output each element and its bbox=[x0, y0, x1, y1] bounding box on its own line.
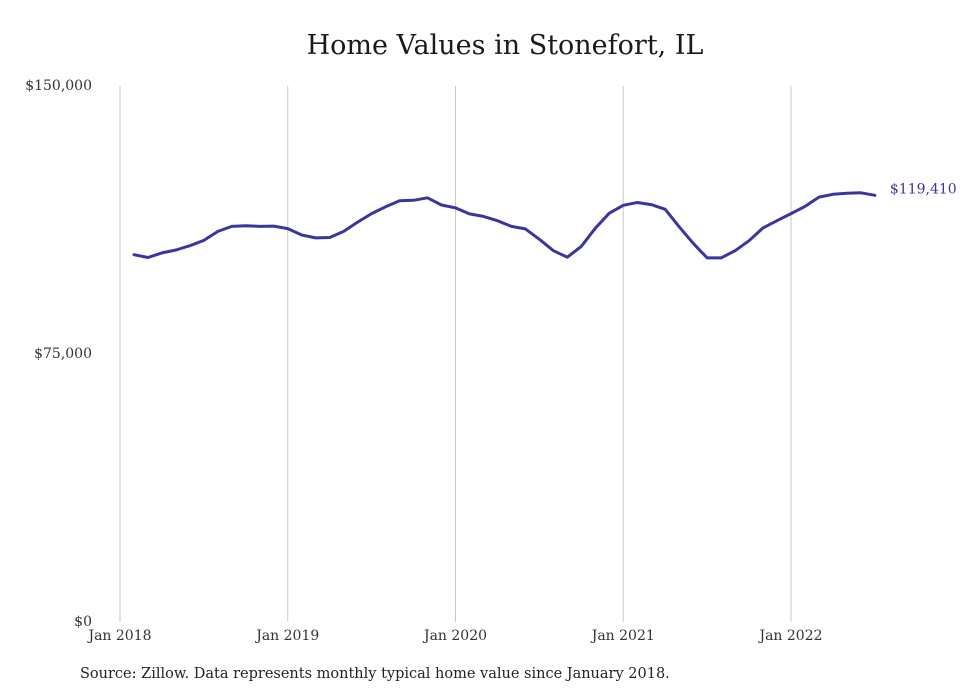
series-line bbox=[132, 191, 877, 260]
series-layer: $119,410 bbox=[132, 181, 957, 260]
x-tick-label: Jan 2021 bbox=[590, 628, 655, 644]
x-axis-ticks: Jan 2018 Jan 2019 Jan 2020 Jan 2021 Jan 2022 bbox=[86, 628, 822, 644]
x-tick-label: Jan 2018 bbox=[86, 628, 151, 644]
x-tick-label: Jan 2019 bbox=[254, 628, 319, 644]
x-tick-label: Jan 2022 bbox=[757, 628, 822, 644]
gridlines bbox=[119, 86, 792, 622]
x-tick-label: Jan 2020 bbox=[422, 628, 487, 644]
chart-title: Home Values in Stonefort, IL bbox=[306, 30, 704, 61]
y-tick-label: $0 bbox=[74, 614, 92, 630]
y-tick-label: $75,000 bbox=[34, 346, 92, 362]
y-tick-label: $150,000 bbox=[25, 78, 92, 94]
source-note: Source: Zillow. Data represents monthly … bbox=[80, 666, 670, 682]
y-axis-ticks: $0 $75,000 $150,000 bbox=[25, 78, 92, 630]
end-value-label: $119,410 bbox=[890, 181, 957, 197]
